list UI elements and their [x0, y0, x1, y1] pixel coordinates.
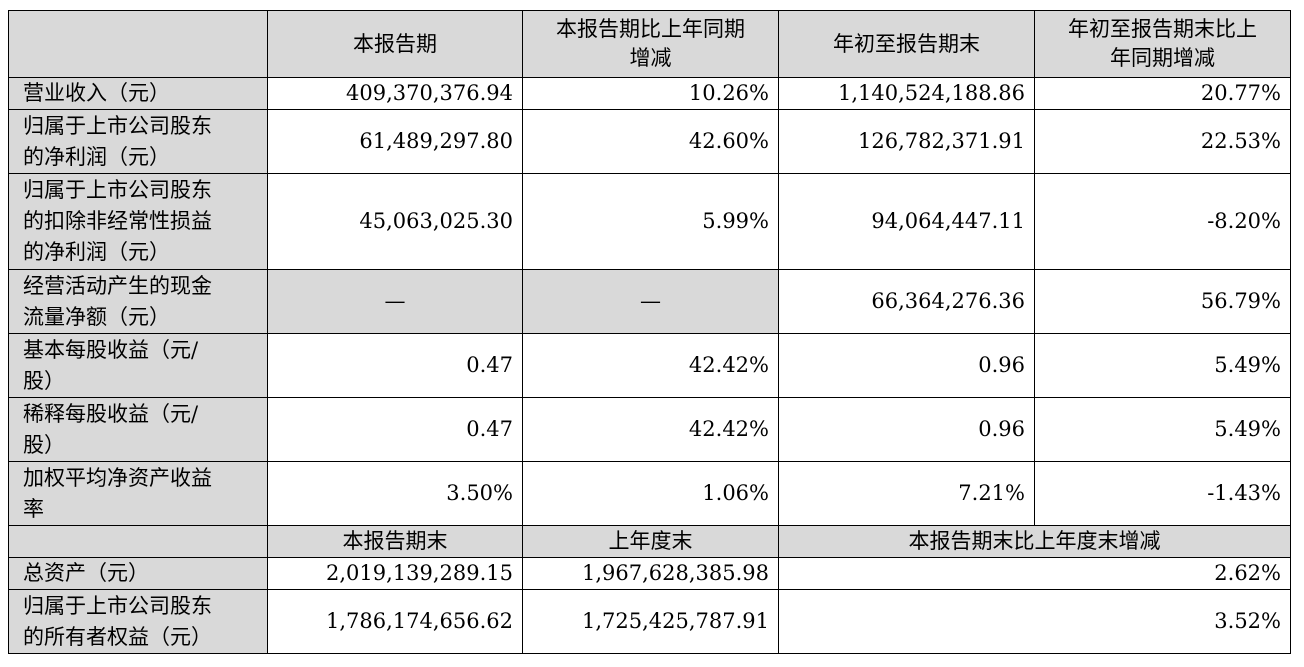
row-label: 归属于上市公司股东 的扣除非经常性损益 的净利润（元） [8, 173, 268, 270]
table-row: 归属于上市公司股东 的净利润（元） 61,489,297.80 42.60% 12… [8, 109, 1291, 174]
value-ytd-yoy: 20.77% [1034, 77, 1291, 110]
value-ytd: 0.96 [778, 397, 1035, 462]
table-row: 总资产（元） 2,019,139,289.15 1,967,628,385.98… [8, 557, 1291, 590]
table-row: 经营活动产生的现金 流量净额（元） — — 66,364,276.36 56.79… [8, 269, 1291, 334]
value-current: — [267, 269, 523, 334]
value-ytd-yoy: 5.49% [1034, 397, 1291, 462]
row-label: 加权平均净资产收益率 [8, 461, 268, 526]
value-change: 3.52% [778, 589, 1291, 654]
row-label: 基本每股收益（元/股） [8, 333, 268, 398]
value-ytd-yoy: 56.79% [1034, 269, 1291, 334]
value-ytd: 1,140,524,188.86 [778, 77, 1035, 110]
header-empty-cell [8, 525, 268, 558]
header-row-2: 本报告期末 上年度末 本报告期末比上年度末增减 [8, 525, 1291, 558]
value-current-yoy: 5.99% [522, 173, 779, 270]
value-ytd-yoy: -1.43% [1034, 461, 1291, 526]
header-current-period: 本报告期 [267, 10, 523, 78]
value-ytd: 0.96 [778, 333, 1035, 398]
value-ytd: 94,064,447.11 [778, 173, 1035, 270]
header-line: 年初至报告期末比上 [1068, 17, 1257, 41]
header-line: 增减 [629, 46, 672, 70]
row-label: 归属于上市公司股东 的所有者权益（元） [8, 589, 268, 654]
header-line: 年同期增减 [1110, 46, 1215, 70]
value-period-end: 2,019,139,289.15 [267, 557, 523, 590]
value-prior-year-end: 1,967,628,385.98 [522, 557, 779, 590]
value-current-yoy: 10.26% [522, 77, 779, 110]
row-label: 经营活动产生的现金 流量净额（元） [8, 269, 268, 334]
table-row: 加权平均净资产收益率 3.50% 1.06% 7.21% -1.43% [8, 461, 1291, 526]
value-current: 0.47 [267, 397, 523, 462]
row-label: 归属于上市公司股东 的净利润（元） [8, 109, 268, 174]
table-row: 稀释每股收益（元/股） 0.47 42.42% 0.96 5.49% [8, 397, 1291, 462]
table-row: 归属于上市公司股东 的所有者权益（元） 1,786,174,656.62 1,72… [8, 589, 1291, 654]
header-current-period-yoy: 本报告期比上年同期 增减 [522, 10, 779, 78]
financial-summary-table: 本报告期 本报告期比上年同期 增减 年初至报告期末 年初至报告期末比上 年同期增减 … [8, 10, 1291, 654]
value-ytd-yoy: -8.20% [1034, 173, 1291, 270]
header-change: 本报告期末比上年度末增减 [778, 525, 1291, 558]
value-current: 409,370,376.94 [267, 77, 523, 110]
value-ytd-yoy: 22.53% [1034, 109, 1291, 174]
value-change: 2.62% [778, 557, 1291, 590]
value-prior-year-end: 1,725,425,787.91 [522, 589, 779, 654]
header-prior-year-end: 上年度末 [522, 525, 779, 558]
table-row: 归属于上市公司股东 的扣除非经常性损益 的净利润（元） 45,063,025.30 … [8, 173, 1291, 270]
value-current: 45,063,025.30 [267, 173, 523, 270]
value-current: 61,489,297.80 [267, 109, 523, 174]
value-period-end: 1,786,174,656.62 [267, 589, 523, 654]
value-ytd: 126,782,371.91 [778, 109, 1035, 174]
value-current-yoy: 1.06% [522, 461, 779, 526]
table-row: 营业收入（元） 409,370,376.94 10.26% 1,140,524,… [8, 77, 1291, 110]
value-ytd: 7.21% [778, 461, 1035, 526]
header-line: 本报告期比上年同期 [556, 17, 745, 41]
header-ytd: 年初至报告期末 [778, 10, 1035, 78]
value-ytd: 66,364,276.36 [778, 269, 1035, 334]
value-current-yoy: 42.42% [522, 397, 779, 462]
row-label: 总资产（元） [8, 557, 268, 590]
value-current-yoy: 42.60% [522, 109, 779, 174]
row-label: 营业收入（元） [8, 77, 268, 110]
table-row: 基本每股收益（元/股） 0.47 42.42% 0.96 5.49% [8, 333, 1291, 398]
value-current-yoy: — [522, 269, 779, 334]
value-ytd-yoy: 5.49% [1034, 333, 1291, 398]
header-ytd-yoy: 年初至报告期末比上 年同期增减 [1034, 10, 1291, 78]
header-period-end: 本报告期末 [267, 525, 523, 558]
value-current: 0.47 [267, 333, 523, 398]
value-current-yoy: 42.42% [522, 333, 779, 398]
header-empty-cell [8, 10, 268, 78]
row-label: 稀释每股收益（元/股） [8, 397, 268, 462]
header-row: 本报告期 本报告期比上年同期 增减 年初至报告期末 年初至报告期末比上 年同期增减 [8, 10, 1291, 78]
value-current: 3.50% [267, 461, 523, 526]
